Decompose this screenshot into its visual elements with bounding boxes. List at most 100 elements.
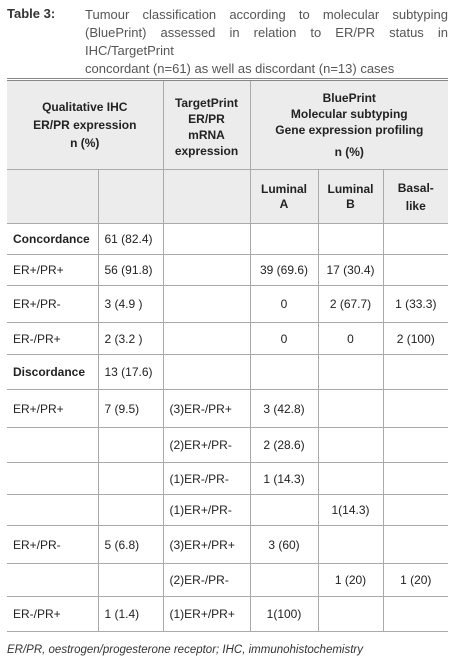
header-line: Luminal <box>260 181 307 196</box>
table-body: Concordance 61 (82.4) ER+/PR+ 56 (91.8) 39 (… <box>7 223 449 632</box>
header-line: TargetPrint <box>174 96 239 110</box>
table-cell <box>382 254 449 286</box>
table-cell: 39 (69.6) <box>249 254 319 286</box>
table-cell: 3 (60) <box>249 525 319 564</box>
table-cell: 1 (20) <box>317 563 384 597</box>
table-cell: 61 (82.4) <box>97 223 164 255</box>
table-cell: ER+/PR- <box>7 285 99 323</box>
header-cell: Qualitative IHC ER/PR expression n (%) <box>7 79 164 170</box>
table-cell: (1)ER+/PR+ <box>162 596 251 632</box>
table-cell <box>317 354 384 390</box>
header-line: B <box>346 196 355 211</box>
table-cell <box>317 596 384 632</box>
header-line: BluePrint <box>322 91 376 105</box>
header-cell: Luminal A <box>249 169 319 224</box>
table-cell: ER+/PR- <box>7 525 99 564</box>
table-cell <box>162 322 251 355</box>
table-cell: (1)ER+/PR- <box>162 494 251 526</box>
table-cell: (2)ER-/PR- <box>162 563 251 597</box>
caption-line: Tumour classification according to molec… <box>85 7 448 22</box>
table-cell <box>162 254 251 286</box>
table-cell: ER-/PR+ <box>7 322 99 355</box>
table-cell <box>382 462 449 495</box>
caption-line: concordant (n=61) as well as discordant … <box>85 61 395 76</box>
table-row: ER-/PR+ 2 (3.2 ) 0 0 2 (100) <box>7 322 449 355</box>
table-cell <box>382 494 449 526</box>
table-cell <box>249 563 319 597</box>
table-cell <box>249 354 319 390</box>
table-cell <box>382 223 449 255</box>
table-cell <box>162 285 251 323</box>
header-cell: BluePrint Molecular subtyping Gene expre… <box>249 79 449 170</box>
header-line: Luminal <box>327 181 374 196</box>
table-cell <box>317 462 384 495</box>
header-cell <box>97 169 164 224</box>
header-line: Gene expression profiling <box>275 123 424 137</box>
table-cell <box>162 354 251 390</box>
caption: Tumour classification according to molec… <box>85 6 448 78</box>
table-cell: 0 <box>317 322 384 355</box>
table-cell: 0 <box>249 322 319 355</box>
table-row: Concordance 61 (82.4) <box>7 223 449 255</box>
table-cell: 1(100) <box>249 596 319 632</box>
table-cell: Concordance <box>7 223 99 255</box>
header-cell: TargetPrint ER/PR mRNA expression <box>162 79 251 170</box>
header-cell <box>162 169 251 224</box>
table-row: ER+/PR- 3 (4.9 ) 0 2 (67.7) 1 (33.3) <box>7 285 449 323</box>
table-cell: 56 (91.8) <box>97 254 164 286</box>
table-cell <box>382 427 449 463</box>
table-cell: 7 (9.5) <box>97 389 164 428</box>
caption-label: Table 3: <box>7 6 56 21</box>
table-cell: 13 (17.6) <box>97 354 164 390</box>
header-line: Molecular subtyping <box>290 107 408 121</box>
table-row: (2)ER+/PR- 2 (28.6) <box>7 427 449 463</box>
table-cell <box>97 427 164 463</box>
caption-line: (BluePrint) assessed in relation to ER/P… <box>85 25 448 58</box>
table-cell: 1 (1.4) <box>97 596 164 632</box>
table-cell: (1)ER-/PR- <box>162 462 251 495</box>
table-cell: 17 (30.4) <box>317 254 384 286</box>
table-cell: ER+/PR+ <box>7 389 99 428</box>
table-cell <box>317 427 384 463</box>
table-cell <box>7 427 99 463</box>
header-line: ER/PR mRNA <box>188 112 225 142</box>
header-line: A <box>279 196 289 211</box>
table-cell: 1 (20) <box>382 563 449 597</box>
table-cell: (3)ER-/PR+ <box>162 389 251 428</box>
table-cell <box>162 223 251 255</box>
table-cell <box>382 354 449 390</box>
table-row: (1)ER+/PR- 1(14.3) <box>7 494 449 526</box>
table-cell <box>97 563 164 597</box>
table-cell: Discordance <box>7 354 99 390</box>
table-cell <box>382 596 449 632</box>
table-cell <box>317 223 384 255</box>
table-cell: 2 (28.6) <box>249 427 319 463</box>
table-cell: 3 (4.9 ) <box>97 285 164 323</box>
header-line: Qualitative IHC <box>42 100 128 114</box>
table-cell: 3 (42.8) <box>249 389 319 428</box>
table-cell: 2 (67.7) <box>317 285 384 323</box>
table-cell: 2 (3.2 ) <box>97 322 164 355</box>
table-cell <box>249 223 319 255</box>
table-cell <box>249 494 319 526</box>
table-cell <box>7 563 99 597</box>
table-row: (1)ER-/PR- 1 (14.3) <box>7 462 449 495</box>
table-cell: 1 (33.3) <box>382 285 449 323</box>
header-line: Basal-like <box>397 180 434 213</box>
header-line: n (%) <box>70 136 100 150</box>
table-cell: 1 (14.3) <box>249 462 319 495</box>
table-row: Discordance 13 (17.6) <box>7 354 449 390</box>
table-cell: 5 (6.8) <box>97 525 164 564</box>
table-cell <box>382 389 449 428</box>
table-cell: ER+/PR+ <box>7 254 99 286</box>
table-cell <box>7 462 99 495</box>
table-row: (2)ER-/PR- 1 (20) 1 (20) <box>7 563 449 597</box>
table-cell: ER-/PR+ <box>7 596 99 632</box>
table-row: ER+/PR+ 7 (9.5) (3)ER-/PR+ 3 (42.8) <box>7 389 449 428</box>
header-line: n (%) <box>334 145 364 159</box>
table-cell: 1(14.3) <box>317 494 384 526</box>
table-cell <box>97 494 164 526</box>
table-row: ER+/PR- 5 (6.8) (3)ER+/PR+ 3 (60) <box>7 525 449 564</box>
table-cell <box>317 525 384 564</box>
